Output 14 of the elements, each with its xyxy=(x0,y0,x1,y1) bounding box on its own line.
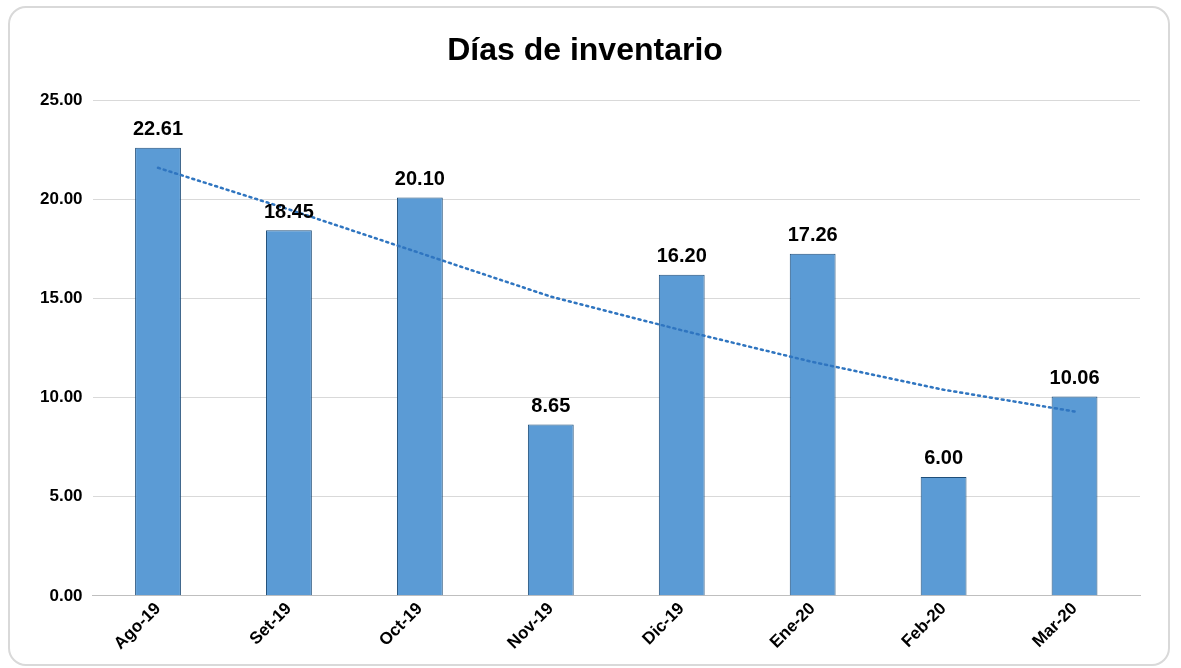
y-tick-label: 25.00 xyxy=(39,90,83,110)
data-label: 8.65 xyxy=(531,393,571,416)
y-tick-label: 20.00 xyxy=(39,189,83,209)
y-tick-label: 10.00 xyxy=(39,387,83,407)
data-label: 22.61 xyxy=(132,117,184,140)
chart-title: Días de inventario xyxy=(447,31,723,68)
data-label: 20.10 xyxy=(394,167,445,190)
data-label: 16.20 xyxy=(656,244,707,267)
data-label: 10.06 xyxy=(1049,365,1100,388)
data-label: 6.00 xyxy=(924,446,964,469)
y-tick-label: 5.00 xyxy=(49,486,83,506)
y-tick-label: 0.00 xyxy=(49,585,83,605)
y-tick-label: 15.00 xyxy=(39,288,83,308)
data-label: 17.26 xyxy=(787,223,838,246)
